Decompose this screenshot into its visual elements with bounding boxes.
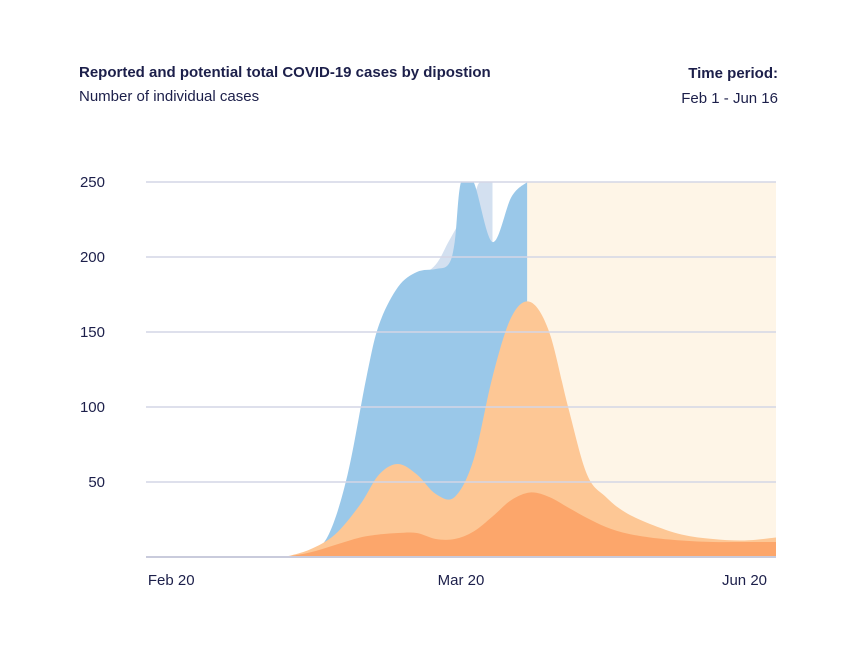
grid-layer	[146, 181, 776, 558]
y-tick-label: 150	[80, 324, 105, 341]
x-tick-label: Mar 20	[438, 572, 485, 589]
chart-subtitle: Number of individual cases	[79, 88, 260, 105]
y-tick-label: 250	[80, 174, 105, 191]
x-tick-label: Feb 20	[148, 572, 195, 589]
area-series-cases-darker-orange	[284, 492, 776, 557]
area-layer	[284, 182, 776, 557]
time-period-label: Time period:	[688, 65, 778, 82]
chart-title: Reported and potential total COVID-19 ca…	[79, 64, 491, 81]
y-tick-label: 50	[88, 474, 105, 491]
y-tick-label: 100	[80, 399, 105, 416]
area-series-reported	[284, 182, 528, 557]
area-series-cases-lighter-orange	[284, 301, 776, 557]
tick-layer: 250 200 150 100 50 Feb 20 Mar 20 Jun 20	[80, 174, 767, 589]
time-period-value: Feb 1 - Jun 16	[681, 90, 778, 107]
y-tick-label: 200	[80, 249, 105, 266]
area-series-potential-total-background	[527, 182, 776, 557]
x-tick-label: Jun 20	[722, 572, 767, 589]
